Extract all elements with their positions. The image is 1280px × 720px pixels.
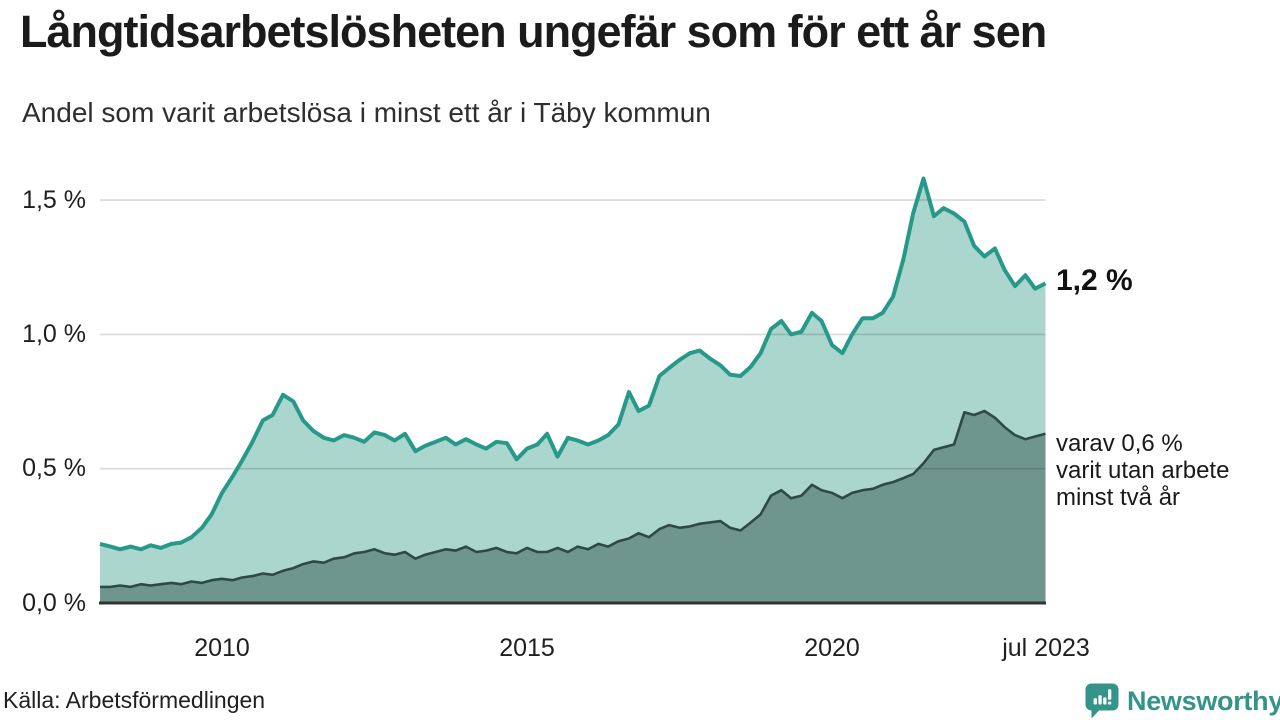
annotation-line: varit utan arbete <box>1056 457 1230 484</box>
x-tick-label: jul 2023 <box>1002 634 1090 662</box>
x-tick-label: 2010 <box>194 634 250 662</box>
end-value-label-two-years: varav 0,6 % varit utan arbete minst två … <box>1056 430 1229 511</box>
chart-speech-bubble-icon <box>1085 683 1119 719</box>
line-series-1 <box>100 409 1046 589</box>
page-subtitle: Andel som varit arbetslösa i minst ett å… <box>22 97 711 128</box>
y-tick-label: 0,5 % <box>22 454 86 482</box>
y-tick-label: 1,0 % <box>22 320 86 348</box>
source-credit: Källa: Arbetsförmedlingen <box>3 687 266 713</box>
newsworthy-logo-text: Newsworthy <box>1127 685 1280 716</box>
line-series-0 <box>99 176 1047 552</box>
annotation-line: minst två år <box>1056 484 1181 511</box>
y-tick-label: 0,0 % <box>22 589 86 617</box>
y-tick-label: 1,5 % <box>22 186 86 214</box>
end-value-label-one-year: 1,2 % <box>1056 264 1133 297</box>
x-tick-label: 2020 <box>804 634 860 662</box>
x-tick-label: 2015 <box>499 634 555 662</box>
annotation-line: varav 0,6 % <box>1056 430 1183 457</box>
page-title: Långtidsarbetslösheten ungefär som för e… <box>20 6 1047 57</box>
newsworthy-logo: Newsworthy <box>1084 682 1280 719</box>
area-fill-series-1 <box>100 411 1046 603</box>
